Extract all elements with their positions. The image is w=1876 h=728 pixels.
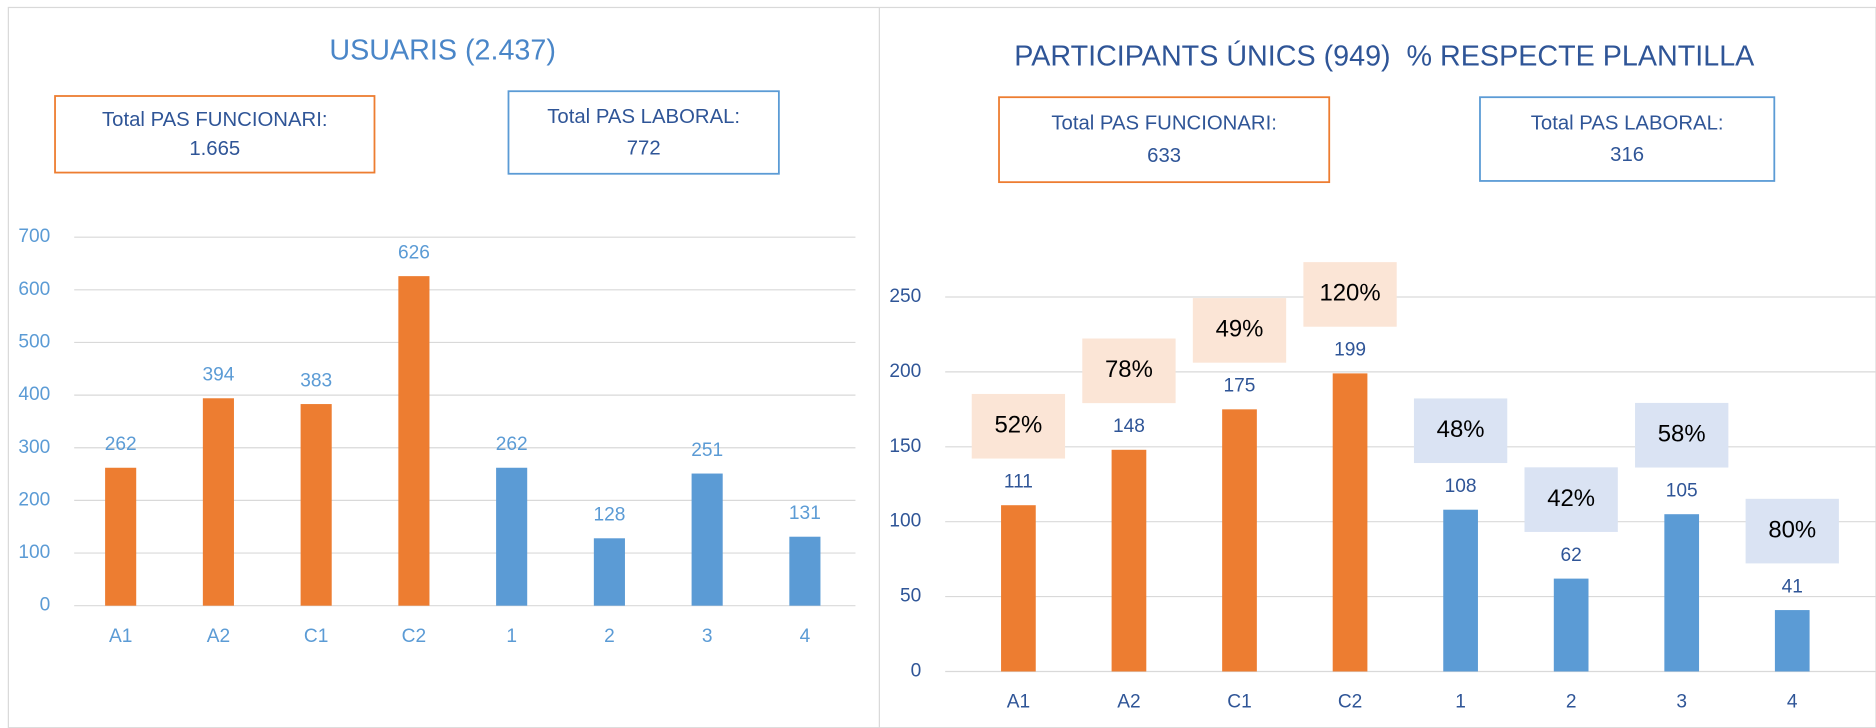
percentage-box bbox=[1082, 338, 1176, 404]
y-tick-label: 200 bbox=[18, 489, 50, 510]
y-tick-label: 200 bbox=[889, 361, 921, 382]
y-tick-label: 50 bbox=[900, 586, 921, 607]
summary-label: Total PAS FUNCIONARI: bbox=[1051, 113, 1277, 135]
x-tick-label: 3 bbox=[702, 626, 713, 647]
bar bbox=[1001, 505, 1036, 672]
bar bbox=[1111, 449, 1147, 672]
x-tick-label: 2 bbox=[604, 626, 615, 647]
summary-value: 633 bbox=[1147, 145, 1181, 167]
bar bbox=[1222, 409, 1257, 672]
percentage-label: 120% bbox=[1319, 280, 1380, 307]
x-tick-label: 1 bbox=[1455, 692, 1466, 713]
summary-box bbox=[998, 96, 1331, 184]
summary-value: 772 bbox=[627, 137, 661, 159]
percentage-label: 80% bbox=[1768, 516, 1816, 543]
x-tick-label: 2 bbox=[1566, 692, 1577, 713]
x-tick-label: 4 bbox=[800, 626, 811, 647]
value-label: 105 bbox=[1666, 481, 1698, 502]
percentage-label: 58% bbox=[1658, 421, 1706, 448]
summary-label: Total PAS LABORAL: bbox=[547, 106, 740, 128]
percentage-box bbox=[1524, 467, 1618, 532]
percentage-label: 42% bbox=[1547, 485, 1595, 512]
bar bbox=[1332, 373, 1368, 672]
value-label: 262 bbox=[105, 434, 137, 455]
percentage-label: 52% bbox=[994, 412, 1042, 439]
bar bbox=[398, 276, 430, 606]
summary-box bbox=[54, 95, 376, 174]
y-tick-label: 100 bbox=[18, 542, 50, 563]
x-tick-label: A2 bbox=[207, 626, 230, 647]
value-label: 175 bbox=[1224, 376, 1256, 397]
bar bbox=[300, 404, 332, 606]
x-tick-label: C2 bbox=[402, 626, 426, 647]
value-label: 383 bbox=[300, 370, 332, 391]
value-label: 128 bbox=[593, 505, 625, 526]
x-tick-label: 4 bbox=[1787, 692, 1798, 713]
x-tick-label: C1 bbox=[304, 626, 328, 647]
bar bbox=[1553, 578, 1589, 672]
y-tick-label: 0 bbox=[40, 595, 51, 616]
value-label: 41 bbox=[1782, 576, 1803, 597]
value-label: 394 bbox=[202, 365, 234, 386]
y-tick-label: 150 bbox=[889, 436, 921, 457]
value-label: 251 bbox=[691, 440, 723, 461]
bar bbox=[496, 467, 528, 606]
bar bbox=[202, 398, 234, 606]
y-tick-label: 100 bbox=[889, 511, 921, 532]
summary-value: 1.665 bbox=[189, 138, 240, 160]
value-label: 199 bbox=[1334, 340, 1366, 361]
x-tick-label: 1 bbox=[506, 626, 517, 647]
summary-box bbox=[1479, 96, 1776, 182]
value-label: 262 bbox=[496, 434, 528, 455]
chart-title: PARTICIPANTS ÚNICS (949) % RESPECTE PLAN… bbox=[1014, 39, 1755, 72]
summary-label: Total PAS FUNCIONARI: bbox=[102, 109, 328, 131]
x-tick-label: A2 bbox=[1117, 692, 1140, 713]
x-tick-label: 3 bbox=[1676, 692, 1687, 713]
y-tick-label: 250 bbox=[889, 286, 921, 307]
summary-value: 316 bbox=[1610, 144, 1644, 166]
bar bbox=[691, 473, 723, 606]
y-tick-label: 500 bbox=[18, 332, 50, 353]
value-label: 108 bbox=[1445, 476, 1477, 497]
value-label: 626 bbox=[398, 242, 430, 263]
percentage-box bbox=[1192, 298, 1287, 363]
summary-box bbox=[507, 90, 780, 175]
percentage-label: 78% bbox=[1105, 356, 1153, 383]
y-tick-label: 300 bbox=[18, 437, 50, 458]
bar bbox=[105, 467, 137, 606]
percentage-box bbox=[1303, 262, 1397, 327]
percentage-box bbox=[1635, 402, 1729, 468]
summary-label: Total PAS LABORAL: bbox=[1531, 112, 1724, 134]
bar bbox=[1774, 610, 1810, 672]
bar bbox=[1664, 514, 1700, 672]
y-tick-label: 700 bbox=[18, 226, 50, 247]
value-label: 111 bbox=[1004, 472, 1033, 493]
x-tick-label: A1 bbox=[1007, 692, 1030, 713]
y-tick-label: 400 bbox=[18, 384, 50, 405]
bar bbox=[789, 536, 821, 606]
value-label: 62 bbox=[1561, 545, 1582, 566]
y-tick-label: 600 bbox=[18, 279, 50, 300]
percentage-box bbox=[971, 393, 1066, 459]
percentage-box bbox=[1413, 398, 1508, 464]
x-tick-label: C2 bbox=[1338, 692, 1362, 713]
percentage-box bbox=[1745, 498, 1839, 564]
value-label: 148 bbox=[1113, 416, 1145, 437]
value-label: 131 bbox=[789, 503, 821, 524]
chart-title: USUARIS (2.437) bbox=[329, 34, 556, 66]
x-tick-label: C1 bbox=[1227, 692, 1251, 713]
y-tick-label: 0 bbox=[911, 661, 922, 682]
percentage-label: 48% bbox=[1437, 416, 1485, 443]
bar bbox=[593, 538, 625, 606]
bar bbox=[1443, 509, 1478, 672]
x-tick-label: A1 bbox=[109, 626, 132, 647]
percentage-label: 49% bbox=[1216, 316, 1264, 343]
